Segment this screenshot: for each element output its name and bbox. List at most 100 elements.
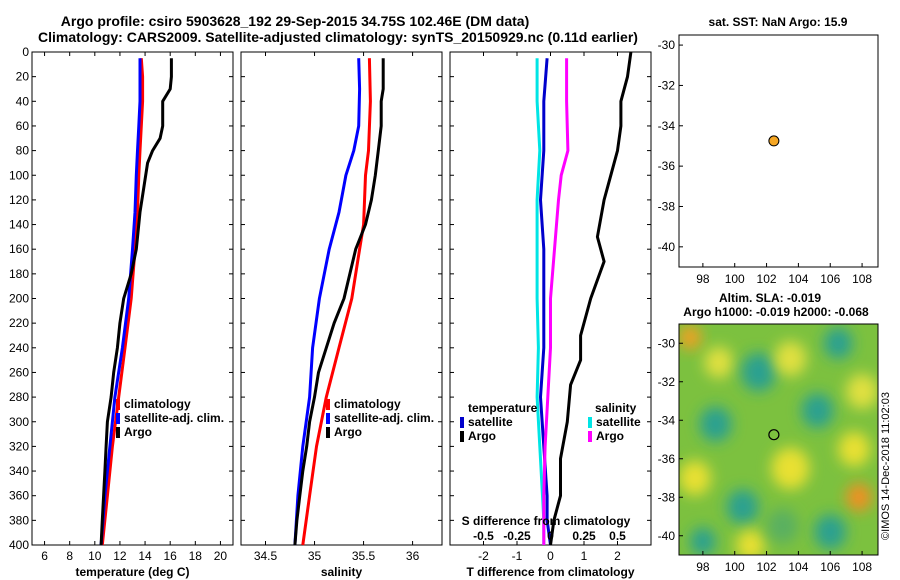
difference-xtick-label--2: -2 [478, 549, 489, 563]
temperature-xtick-label-6: 6 [41, 549, 48, 563]
difference-series-salinity-argo [542, 58, 570, 545]
ytick-label-20: 20 [16, 70, 30, 84]
sla-xtick-label-106: 106 [820, 560, 840, 574]
temperature-xlabel: temperature (deg C) [75, 565, 189, 579]
sst-xtick-label-102: 102 [757, 272, 777, 286]
temperature-xtick-label-12: 12 [113, 549, 127, 563]
ytick-label-280: 280 [9, 390, 29, 404]
ytick-label-320: 320 [9, 439, 29, 453]
sla-blob-3 [699, 406, 732, 442]
diff-legend-temperature-title: temperature [468, 401, 538, 415]
diff-legend-temp-swatch-1 [460, 431, 464, 442]
ytick-label-0: 0 [22, 45, 29, 59]
sla-xtick-label-98: 98 [696, 560, 710, 574]
salinity-series-argo [293, 58, 385, 546]
temperature-xtick-label-18: 18 [189, 549, 203, 563]
salinity-axes-box [240, 51, 443, 546]
sla-ytick-label--36: -36 [658, 452, 676, 466]
ytick-label-360: 360 [9, 489, 29, 503]
difference-xtick-label-2: 2 [614, 549, 621, 563]
diff-s-tick-label-1: -0.25 [503, 529, 531, 543]
sla-heatmap-group [679, 324, 878, 555]
sla-blob-15 [766, 508, 799, 544]
difference-xtick-label-0: 0 [547, 549, 554, 563]
diff-legend-temp-label-1: Argo [468, 429, 496, 443]
watermark: ©IMOS 14-Dec-2018 11:02:03 [880, 392, 892, 540]
ytick-label-380: 380 [9, 513, 29, 527]
sst-xtick-label-100: 100 [725, 272, 745, 286]
sla-blob-12 [846, 483, 872, 512]
diff-s-tick-label-0: -0.5 [473, 529, 494, 543]
sla-blob-8 [801, 393, 834, 429]
temperature-legend-label-0: climatology [124, 397, 191, 411]
temperature-xtick-label-16: 16 [164, 549, 178, 563]
sla-blob-16 [690, 527, 716, 555]
title-line2: Climatology: CARS2009. Satellite-adjuste… [38, 29, 638, 45]
diff-s-tick-label-4: 0.5 [609, 529, 626, 543]
sla-ytick-label--32: -32 [658, 375, 676, 389]
sst-xtick-label-108: 108 [852, 272, 872, 286]
temperature-legend-swatch-0 [116, 399, 120, 410]
temperature-legend-swatch-1 [116, 413, 120, 424]
sla-ytick-label--30: -30 [658, 336, 676, 350]
sla-ytick-label--40: -40 [658, 529, 676, 543]
temperature-series-climatology [100, 58, 145, 546]
ytick-label-200: 200 [9, 292, 29, 306]
difference-xlabel: T difference from climatology [466, 565, 634, 579]
salinity-legend-label-1: satellite-adj. clim. [334, 411, 434, 425]
sst-ytick-label--30: -30 [658, 38, 676, 52]
sla-xtick-label-102: 102 [757, 560, 777, 574]
ytick-label-80: 80 [16, 144, 30, 158]
ytick-label-60: 60 [16, 119, 30, 133]
sla-ytick-label--34: -34 [658, 413, 676, 427]
salinity-xtick-label-35.5: 35.5 [352, 549, 376, 563]
plots-layer: 0204060801001201401601802002202402602803… [9, 15, 879, 579]
salinity-xtick-label-35: 35 [308, 549, 322, 563]
sla-map-box [678, 323, 879, 556]
sst-ytick-label--32: -32 [658, 78, 676, 92]
difference-series-temperature-satellite [539, 58, 552, 546]
sla-argo-point [768, 429, 780, 441]
salinity-xtick-label-34.5: 34.5 [254, 549, 278, 563]
sst-xtick-label-104: 104 [788, 272, 808, 286]
sst-ytick-label--38: -38 [658, 199, 676, 213]
sla-blob-0 [679, 325, 702, 350]
sst-ytick-label--34: -34 [658, 119, 676, 133]
sst-ytick-label--36: -36 [658, 159, 676, 173]
sst-ytick-label--40: -40 [658, 240, 676, 254]
ytick-label-240: 240 [9, 341, 29, 355]
salinity-legend-swatch-2 [326, 427, 330, 438]
diff-legend-salinity-title: salinity [595, 401, 637, 415]
diff-legend-sal-label-0: satellite [596, 415, 641, 429]
sla-map-title-2: Argo h1000: -0.019 h2000: -0.068 [683, 305, 869, 319]
salinity-legend-label-2: Argo [334, 425, 362, 439]
title-line1: Argo profile: csiro 5903628_192 29-Sep-2… [61, 13, 529, 29]
diff-legend-sal-swatch-1 [588, 431, 592, 442]
temperature-xtick-label-8: 8 [66, 549, 73, 563]
temperature-xtick-label-10: 10 [88, 549, 102, 563]
salinity-xtick-label-36: 36 [406, 549, 420, 563]
difference-series-temperature-argo [549, 51, 633, 546]
salinity-legend-label-0: climatology [334, 397, 401, 411]
sla-blob-7 [771, 447, 810, 490]
sst-xtick-label-106: 106 [820, 272, 840, 286]
temperature-legend-swatch-2 [116, 427, 120, 438]
sla-map-title-1: Altim. SLA: -0.019 [719, 291, 821, 305]
sst-xtick-label-98: 98 [696, 272, 710, 286]
sla-xtick-label-108: 108 [852, 560, 872, 574]
ytick-label-400: 400 [9, 538, 29, 552]
sla-xtick-label-104: 104 [788, 560, 808, 574]
sla-blob-13 [814, 514, 847, 550]
salinity-series-climatology [301, 58, 372, 546]
sst-argo-point [768, 135, 780, 147]
difference-xtick-label-1: 1 [581, 549, 588, 563]
diff-s-tick-label-3: 0.25 [572, 529, 596, 543]
ytick-label-160: 160 [9, 242, 29, 256]
salinity-xlabel: salinity [321, 565, 363, 579]
diff-legend-sal-label-1: Argo [596, 429, 624, 443]
temperature-xtick-label-14: 14 [138, 549, 152, 563]
sla-blob-2 [704, 346, 734, 379]
sla-xtick-label-100: 100 [725, 560, 745, 574]
temperature-legend-label-2: Argo [124, 425, 152, 439]
